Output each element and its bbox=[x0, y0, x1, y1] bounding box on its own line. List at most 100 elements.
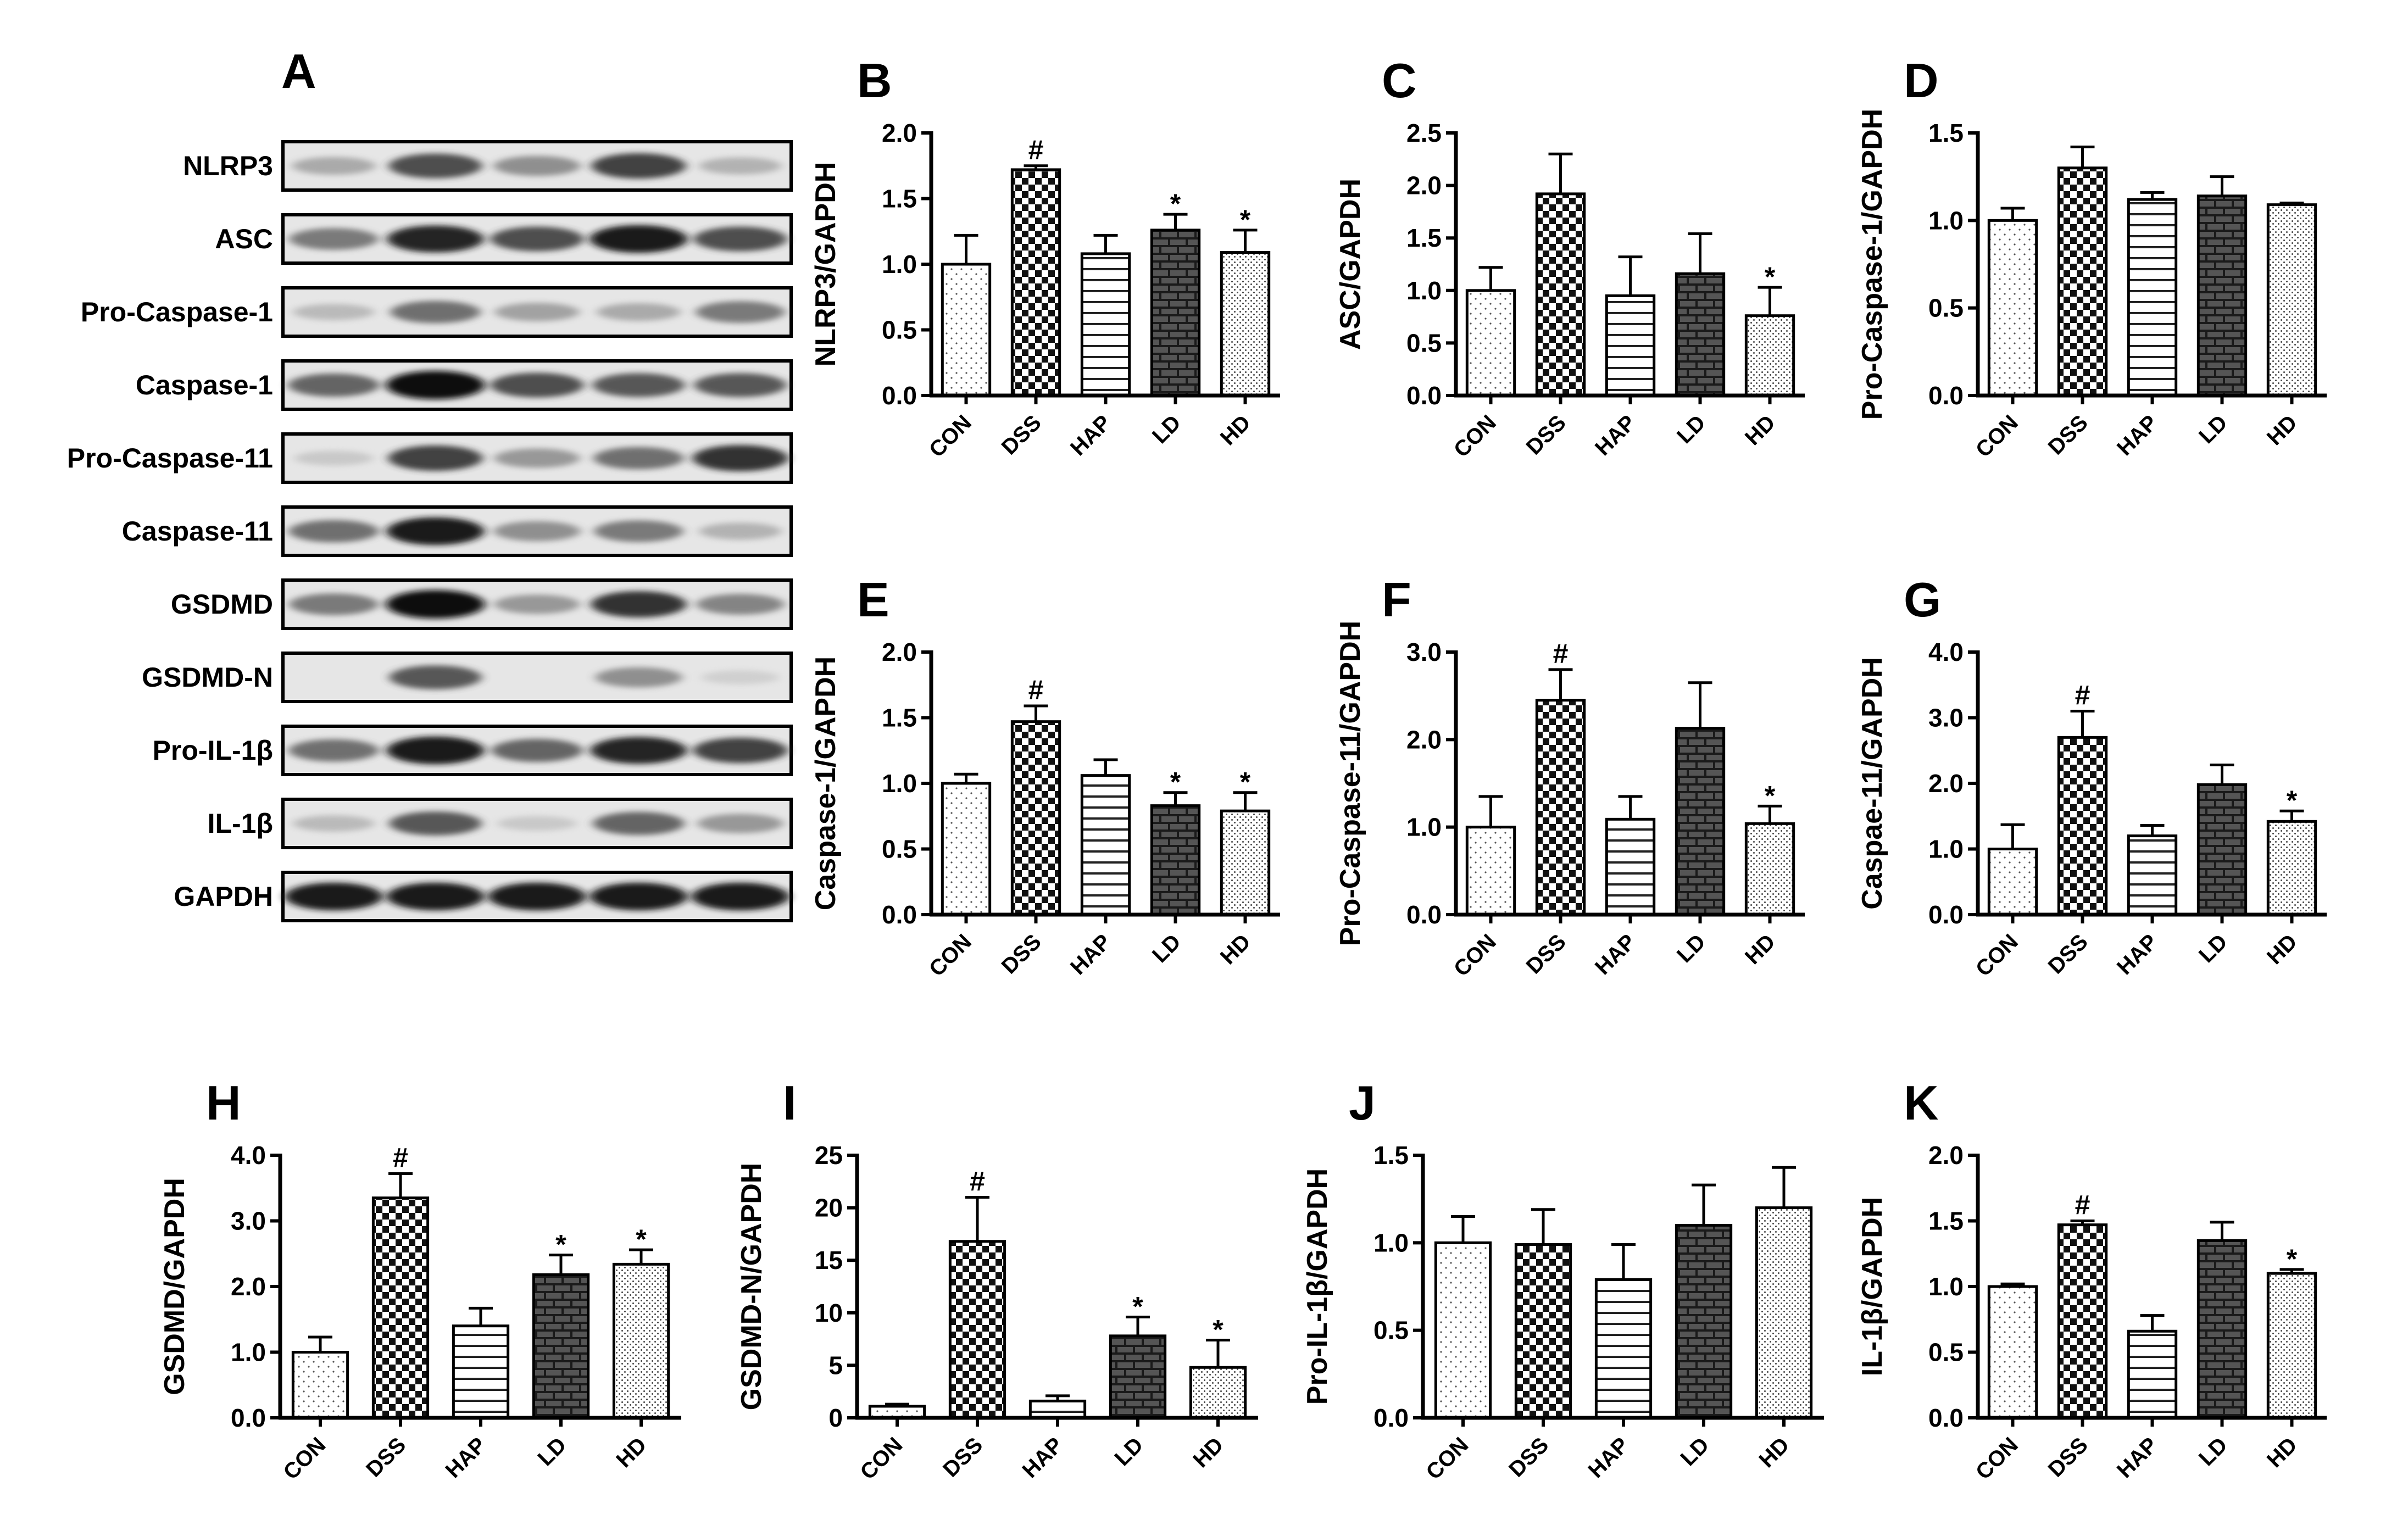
bar-dss bbox=[1535, 192, 1586, 397]
x-tick-label: HAP bbox=[2112, 929, 2162, 979]
significance-star: * bbox=[636, 1224, 647, 1255]
chart-g: G Caspae-11/GAPDH 0.0 1.0 2.0 3.0 4.0 CON # DSS HA… bbox=[1856, 572, 2327, 981]
x-tick-label: HD bbox=[611, 1433, 651, 1472]
x-tick-label: HAP bbox=[1018, 1433, 1068, 1483]
x-tick-label: LD bbox=[2194, 410, 2232, 448]
bar-con bbox=[1987, 1285, 2038, 1419]
bar-hap bbox=[452, 1324, 510, 1419]
blot-band bbox=[294, 450, 374, 466]
y-tick-label: 1.5 bbox=[882, 185, 917, 213]
y-tick-label: 1.5 bbox=[1406, 224, 1442, 252]
bar-hd bbox=[1189, 1366, 1247, 1419]
x-tick-label: CON bbox=[1449, 410, 1501, 462]
y-tick-label: 20 bbox=[815, 1194, 843, 1222]
bar-dss bbox=[2057, 166, 2108, 397]
bar-con bbox=[1987, 848, 2038, 916]
blot-label: Pro-Caspase-1 bbox=[81, 297, 273, 327]
bar-hap bbox=[1605, 294, 1656, 397]
x-tick-label: HAP bbox=[1066, 929, 1116, 979]
blot-band bbox=[386, 590, 485, 619]
x-tick-label: HD bbox=[1740, 929, 1780, 969]
y-tick-label: 1.0 bbox=[882, 769, 917, 798]
panel-label: K bbox=[1904, 1076, 1939, 1130]
chart-k: K IL-1β/GAPDH 0.0 0.5 1.0 1.5 2.0 CON # DSS HAP LD *… bbox=[1856, 1076, 2327, 1484]
bar-hd bbox=[1744, 314, 1795, 397]
x-tick-label: CON bbox=[925, 929, 976, 981]
blot-band bbox=[386, 882, 485, 911]
significance-star: * bbox=[2287, 1244, 2298, 1274]
blot-row-gsdmd: GSDMD bbox=[171, 578, 793, 630]
x-tick-label: DSS bbox=[997, 929, 1046, 978]
y-tick-label: 3.0 bbox=[1928, 704, 1964, 732]
y-tick-label: 25 bbox=[815, 1141, 843, 1170]
blot-row-caspase-11: Caspase-11 bbox=[122, 505, 793, 557]
bar-ld bbox=[1675, 272, 1726, 397]
bar-dss bbox=[2057, 1223, 2108, 1419]
blot-band bbox=[491, 738, 583, 762]
blot-band bbox=[389, 665, 482, 689]
y-tick-label: 0.5 bbox=[1373, 1316, 1409, 1345]
chart-j: J Pro-IL-1β/GAPDH 0.0 0.5 1.0 1.5 CON DSS HAP LD H… bbox=[1302, 1076, 1824, 1484]
x-tick-label: LD bbox=[1110, 1433, 1148, 1471]
y-tick-label: 3.0 bbox=[231, 1207, 266, 1235]
y-tick-label: 0.0 bbox=[1928, 381, 1964, 410]
bar-ld bbox=[532, 1273, 590, 1419]
x-tick-label: DSS bbox=[1522, 929, 1571, 978]
x-tick-label: LD bbox=[1672, 410, 1710, 448]
blot-band bbox=[388, 445, 483, 471]
y-tick-label: 0.5 bbox=[1406, 329, 1442, 357]
significance-star: * bbox=[1213, 1315, 1224, 1345]
y-tick-label: 0.0 bbox=[1373, 1404, 1409, 1432]
x-tick-label: CON bbox=[1971, 929, 2023, 981]
bar-dss bbox=[1535, 699, 1586, 916]
bar-hap bbox=[1028, 1399, 1087, 1419]
y-axis-label: NLRP3/GAPDH bbox=[810, 162, 842, 367]
bar-hap bbox=[2127, 834, 2178, 916]
bar-hap bbox=[1080, 774, 1131, 916]
bar-con bbox=[941, 263, 992, 397]
bar-ld bbox=[1109, 1334, 1167, 1419]
y-tick-label: 1.5 bbox=[882, 704, 917, 732]
blot-row-pro-caspase-1: Pro-Caspase-1 bbox=[81, 286, 793, 338]
bar-con bbox=[1465, 289, 1516, 397]
blot-row-gapdh: GAPDH bbox=[174, 871, 793, 922]
bar-con bbox=[291, 1351, 349, 1419]
y-axis-label: ASC/GAPDH bbox=[1334, 179, 1366, 350]
chart-i: I GSDMD-N/GAPDH 0 5 10 15 20 25 CON # DSS HAP * LD * HD bbox=[736, 1076, 1258, 1484]
y-tick-label: 1.0 bbox=[1406, 276, 1442, 305]
blot-band bbox=[494, 303, 580, 321]
x-tick-label: DSS bbox=[362, 1433, 410, 1482]
chart-b: B NLRP3/GAPDH 0.0 0.5 1.0 1.5 2.0 CON # DSS HAP * LD… bbox=[810, 53, 1280, 462]
y-tick-label: 2.0 bbox=[1406, 171, 1442, 200]
y-tick-label: 1.0 bbox=[1928, 1272, 1964, 1301]
panel-label: H bbox=[206, 1076, 241, 1130]
blot-band bbox=[288, 373, 380, 397]
x-tick-label: HD bbox=[1188, 1433, 1228, 1472]
y-tick-label: 0.0 bbox=[1928, 900, 1964, 929]
blot-band bbox=[694, 373, 787, 397]
y-tick-label: 1.0 bbox=[1406, 813, 1442, 842]
bar-ld bbox=[1675, 727, 1726, 916]
bar-hap bbox=[2127, 198, 2178, 397]
blot-row-asc: ASC bbox=[215, 213, 793, 265]
blot-row-nlrp3: NLRP3 bbox=[183, 140, 793, 192]
panel-label-a: A bbox=[281, 44, 316, 98]
panel-label: D bbox=[1904, 53, 1939, 108]
y-tick-label: 0.5 bbox=[882, 316, 917, 344]
blot-band bbox=[292, 157, 376, 175]
y-tick-label: 1.0 bbox=[1928, 206, 1964, 235]
significance-star: * bbox=[1170, 767, 1181, 798]
y-tick-label: 0.0 bbox=[882, 900, 917, 929]
blot-label: Caspase-1 bbox=[136, 370, 273, 400]
blot-label: Caspase-11 bbox=[122, 516, 273, 547]
y-tick-label: 0.0 bbox=[1928, 1404, 1964, 1432]
bar-ld bbox=[2196, 194, 2248, 397]
blot-band bbox=[693, 737, 788, 764]
y-tick-label: 10 bbox=[815, 1299, 843, 1327]
significance-hash: # bbox=[2075, 680, 2090, 711]
y-tick-label: 0.5 bbox=[882, 835, 917, 864]
y-tick-label: 2.0 bbox=[882, 119, 917, 147]
blot-band bbox=[493, 155, 581, 176]
y-tick-label: 5 bbox=[828, 1351, 843, 1379]
panel-label: B bbox=[857, 53, 892, 108]
